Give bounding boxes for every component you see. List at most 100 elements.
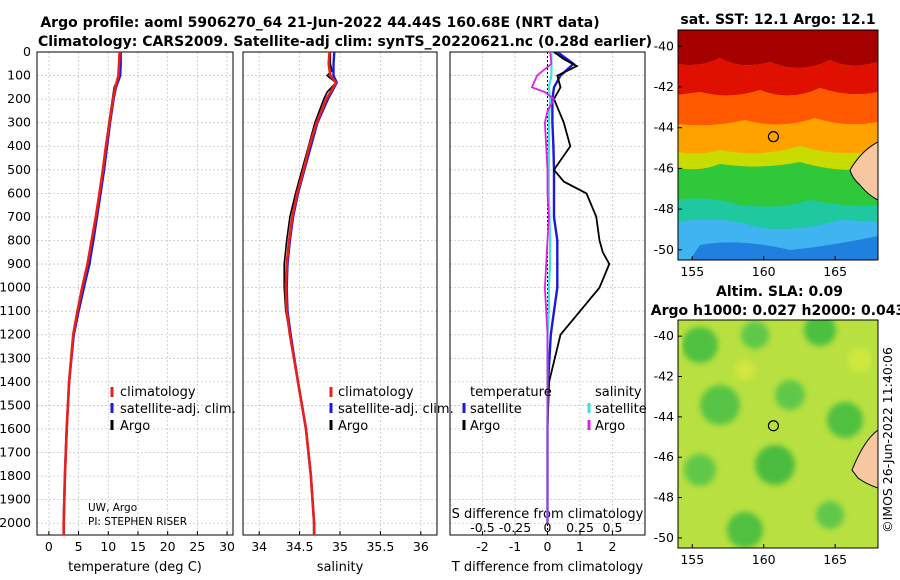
y-tick-label: -40 bbox=[654, 328, 674, 343]
y-tick-label: 1900 bbox=[0, 492, 31, 507]
x-tick-label: 165 bbox=[823, 552, 847, 567]
sst-title: sat. SST: 12.1 Argo: 12.1 bbox=[680, 12, 875, 28]
x-tick-label: 165 bbox=[823, 264, 847, 279]
series-argo bbox=[62, 52, 122, 524]
x-tick-label: 160 bbox=[752, 264, 776, 279]
y-tick-label: 900 bbox=[7, 256, 31, 271]
x-tick-label: 35.5 bbox=[366, 539, 394, 554]
y-tick-label: 100 bbox=[7, 68, 31, 83]
x-tick-label: 36 bbox=[413, 539, 429, 554]
x-tick-label: 25 bbox=[189, 539, 205, 554]
x-tick-label: 10 bbox=[100, 539, 116, 554]
y-tick-label: -48 bbox=[654, 201, 674, 216]
y-tick-label: 0 bbox=[23, 44, 31, 59]
y-tick-label: 500 bbox=[7, 162, 31, 177]
y-tick-label: -42 bbox=[654, 368, 674, 383]
y-tick-label: 200 bbox=[7, 91, 31, 106]
y-tick-label: -44 bbox=[654, 120, 674, 135]
legend-temperature-title: temperature bbox=[470, 385, 552, 400]
x-tick-label: 0 bbox=[45, 539, 53, 554]
x-tick-label: -2 bbox=[476, 539, 488, 554]
legend-t-argo: Argo bbox=[470, 419, 500, 434]
y-tick-label: 1500 bbox=[0, 397, 31, 412]
y-tick-label: -50 bbox=[654, 530, 674, 545]
sst-argo-marker bbox=[767, 131, 780, 143]
x2-tick-label: 0.25 bbox=[566, 520, 594, 535]
x-tick-label: 34 bbox=[251, 539, 267, 554]
y-tick-label: 1300 bbox=[0, 350, 31, 365]
legend-argo: Argo bbox=[338, 419, 368, 434]
difference-panel: -2 -1 0 1 2 T difference from climatology -0.5… bbox=[449, 51, 646, 575]
y-tick-label: 1000 bbox=[0, 280, 31, 295]
sla-argo-marker bbox=[767, 420, 780, 432]
x-axis-label: temperature (deg C) bbox=[68, 560, 202, 575]
legend-climatology: climatology bbox=[338, 385, 414, 400]
sst-map: 155 160 165 -40 -42 -44 -46 -48 -50 bbox=[654, 29, 879, 279]
x-axis-label: T difference from climatology bbox=[451, 560, 644, 575]
x2-tick-label: 0 bbox=[544, 520, 552, 535]
y-tick-label: 700 bbox=[7, 209, 31, 224]
title-line-1: Argo profile: aoml 5906270_64 21-Jun-202… bbox=[40, 15, 599, 31]
x-axis-label: salinity bbox=[317, 560, 364, 575]
x-tick-label: 20 bbox=[160, 539, 176, 554]
y-tick-label: 1100 bbox=[0, 303, 31, 318]
y-tick-label: 300 bbox=[7, 115, 31, 130]
y-tick-label: -48 bbox=[654, 490, 674, 505]
legend-argo: Argo bbox=[120, 419, 150, 434]
sla-title-2: Argo h1000: 0.027 h2000: 0.043 bbox=[651, 303, 900, 319]
x-tick-label: 35 bbox=[332, 539, 348, 554]
x-tick-label: 155 bbox=[680, 264, 704, 279]
y-tick-label: -46 bbox=[654, 160, 674, 175]
imos-credit: ©IMOS 26-Jun-2022 11:40:06 bbox=[880, 347, 895, 533]
legend-salinity-title: salinity bbox=[595, 385, 642, 400]
series-satellite-adj-clim- bbox=[285, 51, 339, 535]
y-tick-label: -44 bbox=[654, 409, 674, 424]
pi-credit: PI: STEPHEN RISER bbox=[88, 516, 187, 528]
difference-legend: temperature salinity satellite Argo sate… bbox=[462, 385, 647, 434]
salinity-legend: climatology satellite-adj. clim. Argo bbox=[329, 385, 454, 434]
x-tick-label: -1 bbox=[509, 539, 521, 554]
y-tick-label: 600 bbox=[7, 185, 31, 200]
x-tick-label: 30 bbox=[219, 539, 235, 554]
series-s-argo bbox=[530, 51, 556, 524]
y-tick-label: 1400 bbox=[0, 374, 31, 389]
y-tick-label: 1600 bbox=[0, 421, 31, 436]
x2-tick-label: -0.25 bbox=[499, 520, 531, 535]
series-t-argo bbox=[546, 51, 611, 524]
y-tick-label: 400 bbox=[7, 138, 31, 153]
x-tick-label: 0 bbox=[544, 539, 552, 554]
y-tick-label: 1700 bbox=[0, 445, 31, 460]
plot-frame bbox=[36, 51, 234, 536]
y-tick-label: -46 bbox=[654, 449, 674, 464]
y-tick-label: 1200 bbox=[0, 327, 31, 342]
sla-title-1: Altim. SLA: 0.09 bbox=[716, 284, 843, 300]
title-line-2: Climatology: CARS2009. Satellite-adj cli… bbox=[38, 34, 652, 50]
salinity-panel: 34 34.5 35 35.5 36 salinity bbox=[242, 51, 438, 575]
institution-credit: UW, Argo bbox=[88, 502, 137, 514]
x-tick-label: 2 bbox=[609, 539, 617, 554]
y-tick-label: 1800 bbox=[0, 468, 31, 483]
x-tick-label: 160 bbox=[752, 552, 776, 567]
temperature-panel: 0100200300400500600700800900100011001200… bbox=[0, 44, 235, 575]
legend-satellite: satellite-adj. clim. bbox=[120, 402, 236, 417]
grid bbox=[243, 51, 437, 535]
sla-map: 155 160 165 -40 -42 -44 -46 -48 -50 bbox=[654, 319, 879, 567]
legend-s-argo: Argo bbox=[595, 419, 625, 434]
y-tick-label: -42 bbox=[654, 79, 674, 94]
temperature-legend: climatology satellite-adj. clim. Argo bbox=[110, 385, 236, 434]
y-tick-label: -50 bbox=[654, 242, 674, 257]
grid bbox=[37, 51, 233, 535]
y-tick-label: 800 bbox=[7, 232, 31, 247]
series-satellite-adj-clim- bbox=[62, 52, 122, 535]
x-tick-label: 34.5 bbox=[286, 539, 314, 554]
x-tick-label: 155 bbox=[680, 552, 704, 567]
legend-t-satellite: satellite bbox=[470, 402, 522, 417]
legend-satellite: satellite-adj. clim. bbox=[338, 402, 454, 417]
series-climatology bbox=[284, 51, 338, 535]
legend-climatology: climatology bbox=[120, 385, 196, 400]
x-tick-label: 15 bbox=[130, 539, 146, 554]
legend-s-satellite: satellite bbox=[595, 402, 647, 417]
y-tick-label: 2000 bbox=[0, 515, 31, 530]
x2-tick-label: -0.5 bbox=[470, 520, 494, 535]
